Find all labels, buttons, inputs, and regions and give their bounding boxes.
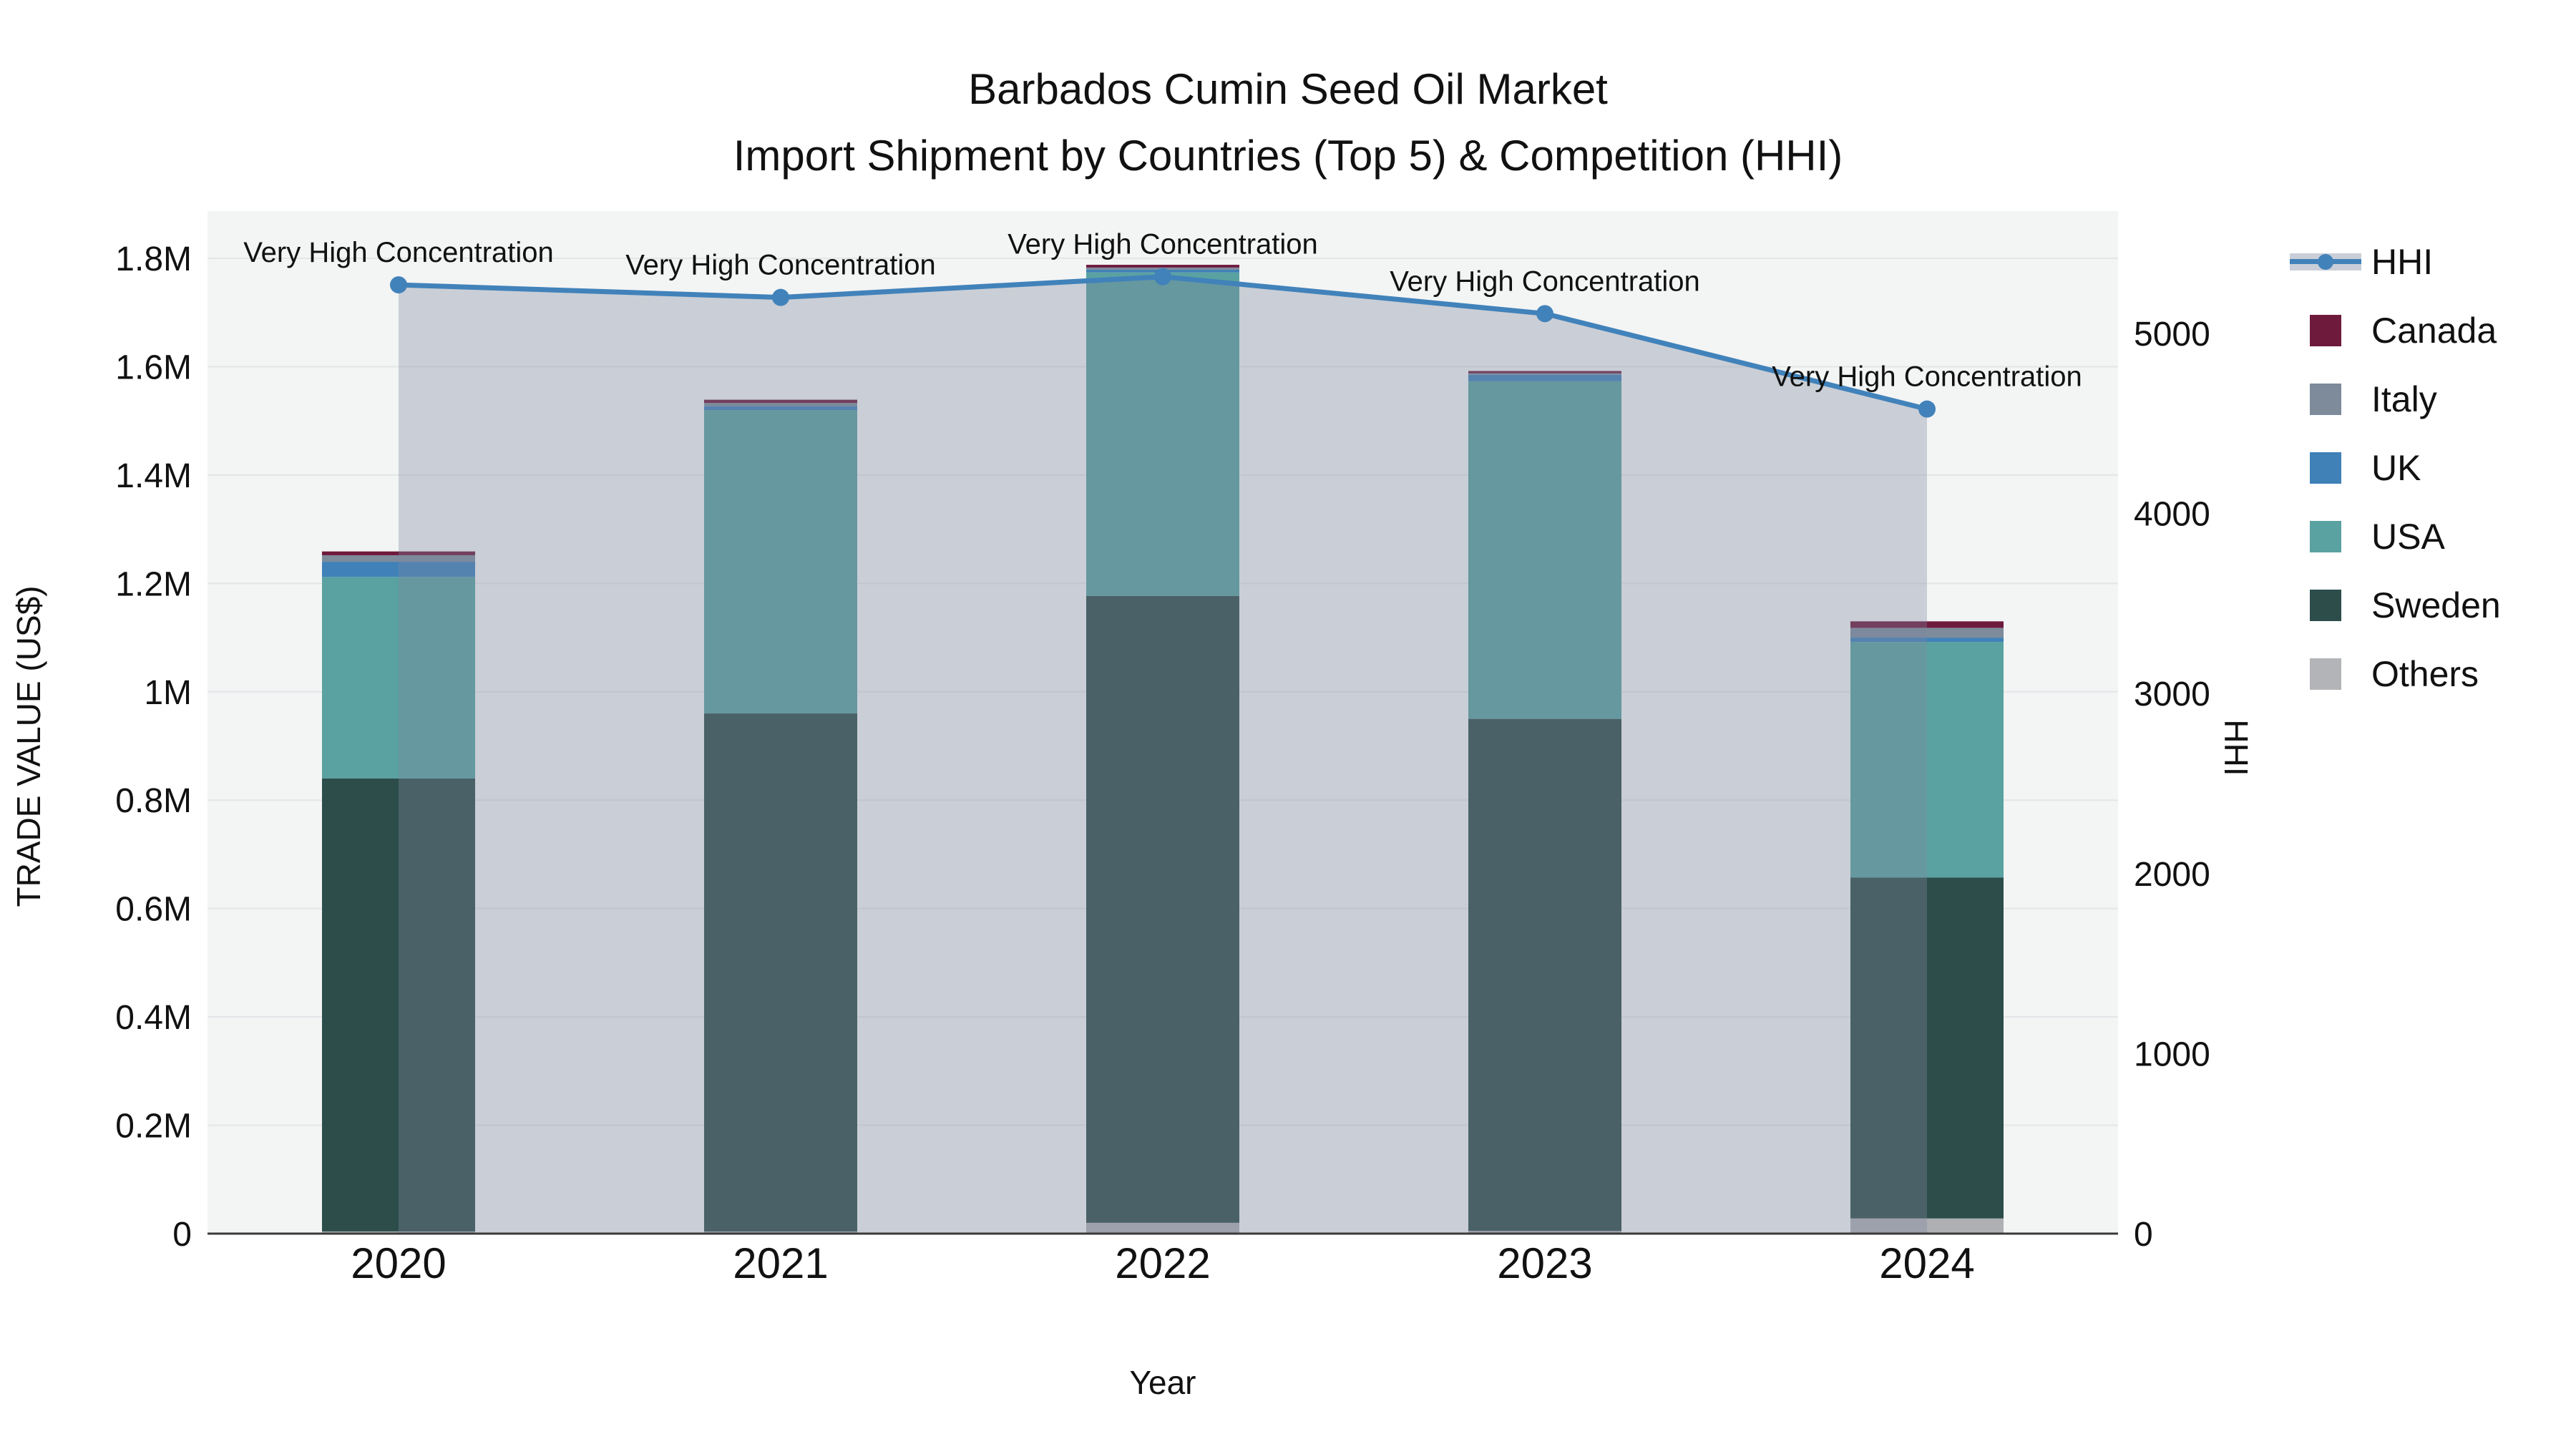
annotation-very-high-concentration: Very High Concentration <box>1390 265 1700 297</box>
bar-segment-others-2023 <box>1468 1231 1621 1234</box>
legend-label: UK <box>2371 448 2421 488</box>
legend-square-canada <box>2310 315 2341 346</box>
y-axis-right-title: HHI <box>2218 719 2255 776</box>
bar-segment-sweden-2024 <box>1850 877 2004 1219</box>
y-right-tick-label: 3000 <box>2134 675 2210 713</box>
legend-label: HHI <box>2371 242 2434 282</box>
bar-segment-others-2024 <box>1850 1218 2004 1234</box>
legend-label: Others <box>2371 654 2479 694</box>
legend-label: Canada <box>2371 311 2497 351</box>
legend-color-swatch <box>2290 653 2361 696</box>
legend-line-swatch <box>2290 240 2361 283</box>
y-right-tick-label: 2000 <box>2134 856 2210 894</box>
legend-square-sweden <box>2310 590 2341 621</box>
bar-segment-usa-2023 <box>1468 381 1621 719</box>
bar-segment-canada-2020 <box>322 551 475 555</box>
bar-segment-italy-2023 <box>1468 373 1621 375</box>
bar-segment-uk-2021 <box>704 406 857 411</box>
bar-segment-canada-2021 <box>704 399 857 404</box>
y-axis-left-title: TRADE VALUE (US$) <box>10 585 47 907</box>
legend-item-hhi[interactable]: HHI <box>2290 240 2501 283</box>
bar-segment-others-2021 <box>704 1231 857 1234</box>
hhi-marker-2020 <box>390 276 407 294</box>
legend-color-swatch <box>2290 515 2361 558</box>
bar-segment-usa-2020 <box>322 577 475 779</box>
chart-title: Barbados Cumin Seed Oil Market <box>968 65 1608 113</box>
y-right-tick-label: 4000 <box>2134 496 2210 534</box>
legend-color-swatch <box>2290 378 2361 421</box>
legend-label: USA <box>2371 517 2445 557</box>
annotation-very-high-concentration: Very High Concentration <box>1772 361 2082 393</box>
annotation-very-high-concentration: Very High Concentration <box>625 250 936 281</box>
y-right-tick-label: 5000 <box>2134 316 2210 353</box>
bar-segment-uk-2020 <box>322 562 475 577</box>
legend-label: Sweden <box>2371 585 2501 625</box>
bar-segment-uk-2024 <box>1850 638 2004 643</box>
hhi-marker-2024 <box>1918 400 1936 418</box>
chart-subtitle: Import Shipment by Countries (Top 5) & C… <box>733 132 1843 180</box>
legend-color-swatch <box>2290 447 2361 489</box>
bar-segment-sweden-2021 <box>704 713 857 1231</box>
x-tick-label: 2022 <box>1115 1239 1210 1287</box>
y-left-tick-label: 0 <box>172 1216 192 1254</box>
annotation-very-high-concentration: Very High Concentration <box>1008 229 1318 260</box>
legend-square-others <box>2310 658 2341 690</box>
x-axis-title: Year <box>1129 1364 1196 1401</box>
bar-segment-canada-2022 <box>1086 265 1239 268</box>
hhi-marker-2021 <box>772 288 789 306</box>
bar-segment-uk-2023 <box>1468 374 1621 381</box>
legend-color-swatch <box>2290 584 2361 627</box>
legend-item-italy[interactable]: Italy <box>2290 378 2501 421</box>
bar-segment-others-2022 <box>1086 1222 1239 1234</box>
bar-segment-italy-2024 <box>1850 628 2004 638</box>
y-left-tick-label: 1.2M <box>115 565 192 603</box>
legend-item-sweden[interactable]: Sweden <box>2290 584 2501 627</box>
legend: HHI Canada Italy UK USA Sweden Others <box>2290 240 2501 721</box>
legend-color-swatch <box>2290 309 2361 352</box>
bar-segment-italy-2020 <box>322 555 475 562</box>
legend-item-usa[interactable]: USA <box>2290 515 2501 558</box>
bar-segment-usa-2022 <box>1086 272 1239 596</box>
legend-square-italy <box>2310 384 2341 415</box>
y-left-tick-label: 0.6M <box>115 891 192 929</box>
bar-segment-canada-2024 <box>1850 621 2004 628</box>
bar-segment-sweden-2023 <box>1468 718 1621 1231</box>
hhi-marker-2022 <box>1154 268 1171 286</box>
legend-item-uk[interactable]: UK <box>2290 447 2501 489</box>
x-tick-label: 2021 <box>733 1239 828 1287</box>
bar-segment-sweden-2020 <box>322 778 475 1231</box>
bar-segment-others-2020 <box>322 1231 475 1234</box>
x-tick-label: 2024 <box>1879 1239 1974 1287</box>
legend-square-uk <box>2310 452 2341 484</box>
legend-label: Italy <box>2371 379 2437 419</box>
y-left-tick-label: 0.4M <box>115 999 192 1037</box>
y-left-tick-label: 0.8M <box>115 782 192 820</box>
bar-segment-usa-2024 <box>1850 642 2004 878</box>
y-right-tick-label: 0 <box>2134 1216 2153 1254</box>
bar-segment-italy-2021 <box>704 403 857 406</box>
y-left-tick-label: 1M <box>144 674 192 712</box>
x-tick-label: 2020 <box>351 1239 446 1287</box>
legend-item-canada[interactable]: Canada <box>2290 309 2501 352</box>
bar-segment-canada-2023 <box>1468 371 1621 374</box>
y-left-tick-label: 1.4M <box>115 457 192 495</box>
hhi-area-fill <box>399 276 1927 1234</box>
hhi-marker-2023 <box>1536 305 1553 323</box>
y-left-tick-label: 1.6M <box>115 348 192 386</box>
x-tick-label: 2023 <box>1497 1239 1592 1287</box>
annotation-very-high-concentration: Very High Concentration <box>243 237 554 268</box>
y-right-tick-label: 1000 <box>2134 1035 2210 1073</box>
y-left-tick-label: 1.8M <box>115 240 192 278</box>
legend-item-others[interactable]: Others <box>2290 653 2501 696</box>
bar-segment-usa-2021 <box>704 410 857 714</box>
legend-square-usa <box>2310 521 2341 552</box>
legend-marker-dot <box>2318 254 2333 270</box>
bar-segment-sweden-2022 <box>1086 595 1239 1223</box>
y-left-tick-label: 0.2M <box>115 1108 192 1146</box>
